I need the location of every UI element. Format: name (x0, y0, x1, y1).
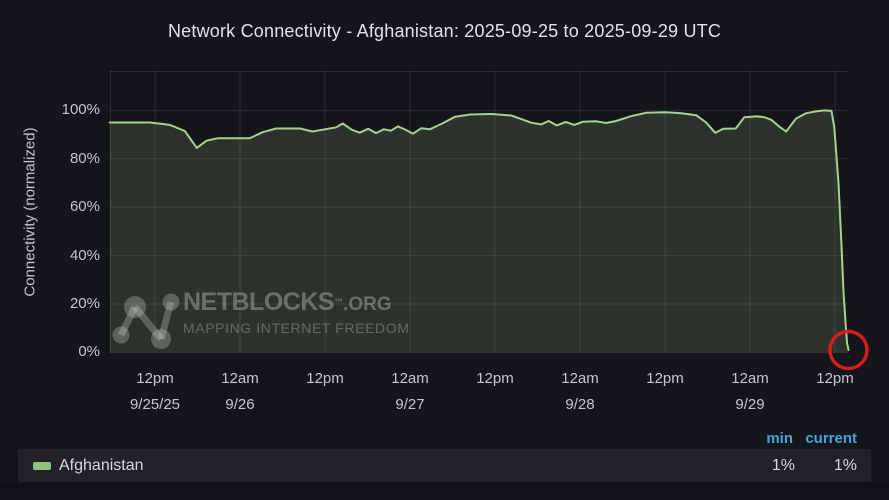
y-tick-label: 40% (69, 246, 100, 264)
footer-strip (0, 483, 889, 500)
y-tick-label: 80% (69, 149, 100, 167)
x-tick-date: 9/25/25 (129, 396, 181, 413)
x-tick-time: 12am (561, 370, 599, 387)
y-tick-label: 20% (69, 295, 100, 312)
y-tick-label: 100% (61, 101, 100, 119)
x-tick-date: 9/29 (735, 396, 765, 413)
x-tick-time: 12pm (136, 370, 174, 387)
drop-annotation-circle (828, 329, 869, 371)
y-tick-label: 0% (78, 343, 100, 361)
y-tick-label: 60% (69, 198, 100, 216)
x-tick-date: 9/27 (395, 396, 425, 413)
connectivity-chart-svg[interactable] (108, 71, 869, 371)
x-tick-time: 12am (391, 370, 429, 387)
x-tick-time: 12pm (476, 370, 514, 387)
series-label[interactable]: Afghanistan (59, 456, 144, 474)
legend-row-afghanistan[interactable]: Afghanistan 1% 1% (18, 449, 871, 482)
plot-area[interactable]: NETBLOCKS™.ORG MAPPING INTERNET FREEDOM (108, 71, 869, 371)
series-color-swatch (33, 461, 51, 470)
x-tick-time: 12pm (646, 370, 684, 387)
x-tick-time: 12am (731, 370, 769, 387)
series-current-value: 1% (833, 457, 857, 474)
legend-column-current[interactable]: current (805, 430, 857, 447)
legend-column-min[interactable]: min (766, 430, 793, 447)
series-area-fill (109, 110, 849, 353)
x-tick-date: 9/28 (565, 396, 595, 413)
x-tick-time: 12pm (306, 370, 344, 387)
x-tick-time: 12pm (816, 370, 854, 387)
series-min-value: 1% (771, 457, 795, 474)
series-line (108, 109, 850, 351)
x-tick-date: 9/26 (225, 396, 255, 413)
page-title: Network Connectivity - Afghanistan: 2025… (167, 21, 722, 41)
x-tick-time: 12am (221, 370, 259, 387)
